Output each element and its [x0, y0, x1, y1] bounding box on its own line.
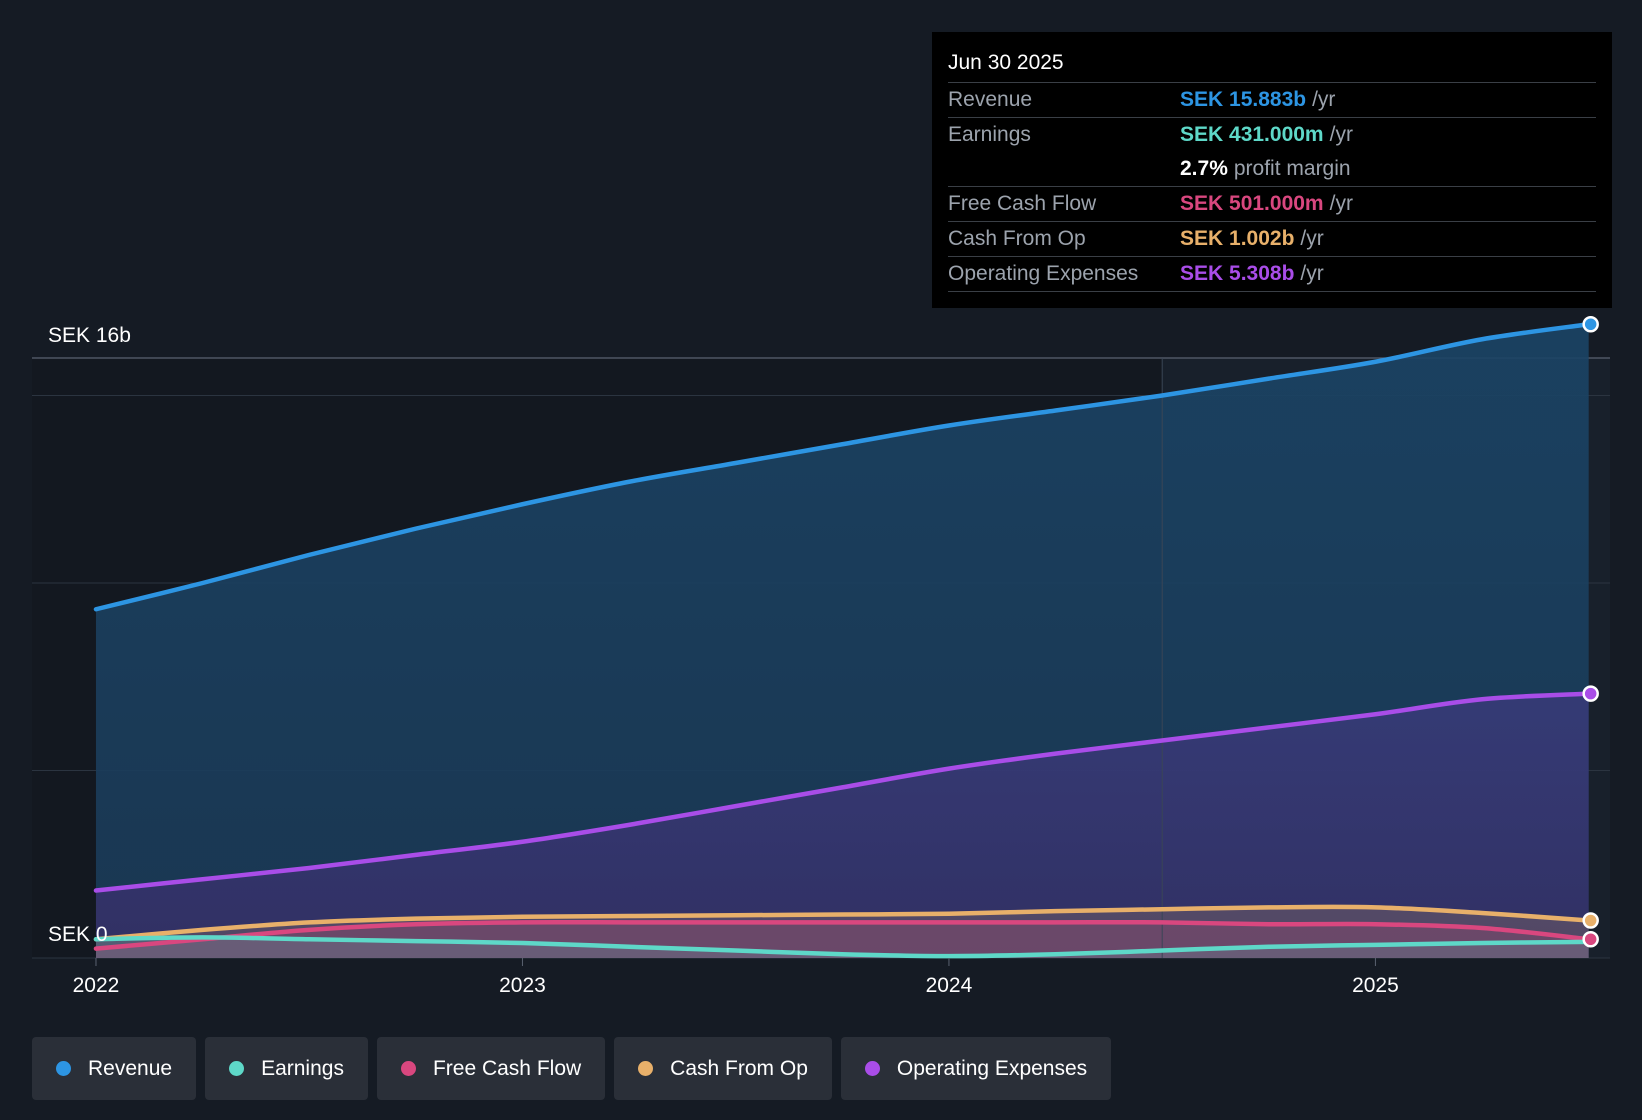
- tooltip-row-revenue: Revenue SEK 15.883b /yr: [948, 83, 1596, 118]
- x-tick-label: 2024: [926, 974, 973, 997]
- tooltip-unit: /yr: [1312, 88, 1336, 111]
- tooltip-label: Earnings: [948, 123, 1031, 146]
- legend-item-free-cash-flow[interactable]: Free Cash Flow: [376, 1037, 606, 1100]
- series-end-points: [1582, 316, 1599, 948]
- tooltip-unit: /yr: [1329, 123, 1353, 146]
- legend-item-earnings[interactable]: Earnings: [205, 1037, 368, 1100]
- point-cash-from-op: [1582, 912, 1599, 929]
- tooltip-value: SEK 501.000m: [1180, 192, 1324, 215]
- line-earnings: [93, 935, 1591, 959]
- operating-expenses-dot-icon: [864, 1061, 880, 1076]
- legend-item-revenue[interactable]: Revenue: [32, 1037, 197, 1100]
- tooltip-label: Cash From Op: [948, 227, 1086, 250]
- tooltip-unit: /yr: [1300, 227, 1324, 250]
- point-operating-expenses: [1582, 685, 1599, 702]
- y-tick-label: SEK 16b: [48, 324, 131, 347]
- x-tick-label: 2023: [499, 974, 546, 997]
- tooltip-value: SEK 5.308b: [1180, 262, 1295, 285]
- line-cash-from-op: [93, 904, 1591, 942]
- y-axis: SEK 16b SEK 0: [48, 324, 131, 946]
- tooltip-value: SEK 1.002b: [1180, 227, 1295, 250]
- x-tick-label: 2025: [1352, 974, 1399, 997]
- revenue-dot-icon: [56, 1061, 71, 1076]
- line-operating-expenses: [93, 691, 1591, 893]
- tooltip-value: SEK 15.883b: [1180, 88, 1307, 111]
- tooltip-row-profit-margin: 2.7% profit margin: [948, 152, 1596, 187]
- legend-label: Free Cash Flow: [432, 1056, 582, 1080]
- tooltip-row-operating-expenses: Operating Expenses SEK 5.308b /yr: [948, 257, 1596, 292]
- x-tick-label: 2022: [73, 974, 120, 997]
- point-free-cash-flow: [1582, 931, 1599, 948]
- tooltip-unit: /yr: [1329, 192, 1353, 215]
- tooltip-panel: Jun 30 2025 Revenue SEK 15.883b /yr Earn…: [932, 32, 1612, 308]
- tooltip-unit: /yr: [1300, 262, 1324, 285]
- tooltip-label: Free Cash Flow: [948, 192, 1097, 215]
- tooltip-value: 2.7%: [1180, 157, 1228, 180]
- cash-from-op-dot-icon: [638, 1061, 654, 1076]
- legend: Revenue Earnings Free Cash Flow Cash Fro…: [32, 1037, 1112, 1100]
- line-revenue: [93, 322, 1591, 612]
- legend-label: Cash From Op: [670, 1056, 808, 1080]
- legend-label: Earnings: [261, 1056, 344, 1080]
- tooltip-value: SEK 431.000m: [1180, 123, 1324, 146]
- legend-item-operating-expenses[interactable]: Operating Expenses: [840, 1037, 1112, 1100]
- tooltip-row-earnings: Earnings SEK 431.000m /yr: [948, 118, 1596, 152]
- series-areas: [95, 324, 1589, 958]
- tooltip-unit: profit margin: [1233, 157, 1351, 180]
- tooltip-date: Jun 30 2025: [948, 48, 1596, 83]
- series-lines: [93, 322, 1591, 959]
- tooltip-label: Operating Expenses: [948, 262, 1139, 285]
- tooltip-row-free-cash-flow: Free Cash Flow SEK 501.000m /yr: [948, 187, 1596, 222]
- y-tick-label: SEK 0: [48, 923, 108, 946]
- legend-label: Operating Expenses: [896, 1056, 1088, 1080]
- free-cash-flow-dot-icon: [400, 1061, 416, 1076]
- legend-label: Revenue: [88, 1056, 173, 1080]
- area-operating-expenses: [95, 693, 1589, 958]
- tooltip-row-cash-from-op: Cash From Op SEK 1.002b /yr: [948, 222, 1596, 257]
- tooltip-label: Revenue: [948, 88, 1033, 111]
- x-axis: 2022 2023 2024 2025: [73, 958, 1399, 997]
- line-free-cash-flow: [93, 919, 1591, 951]
- legend-item-cash-from-op[interactable]: Cash From Op: [614, 1037, 832, 1100]
- tooltip-label: [948, 152, 1180, 186]
- point-revenue: [1582, 316, 1599, 333]
- earnings-dot-icon: [229, 1061, 245, 1076]
